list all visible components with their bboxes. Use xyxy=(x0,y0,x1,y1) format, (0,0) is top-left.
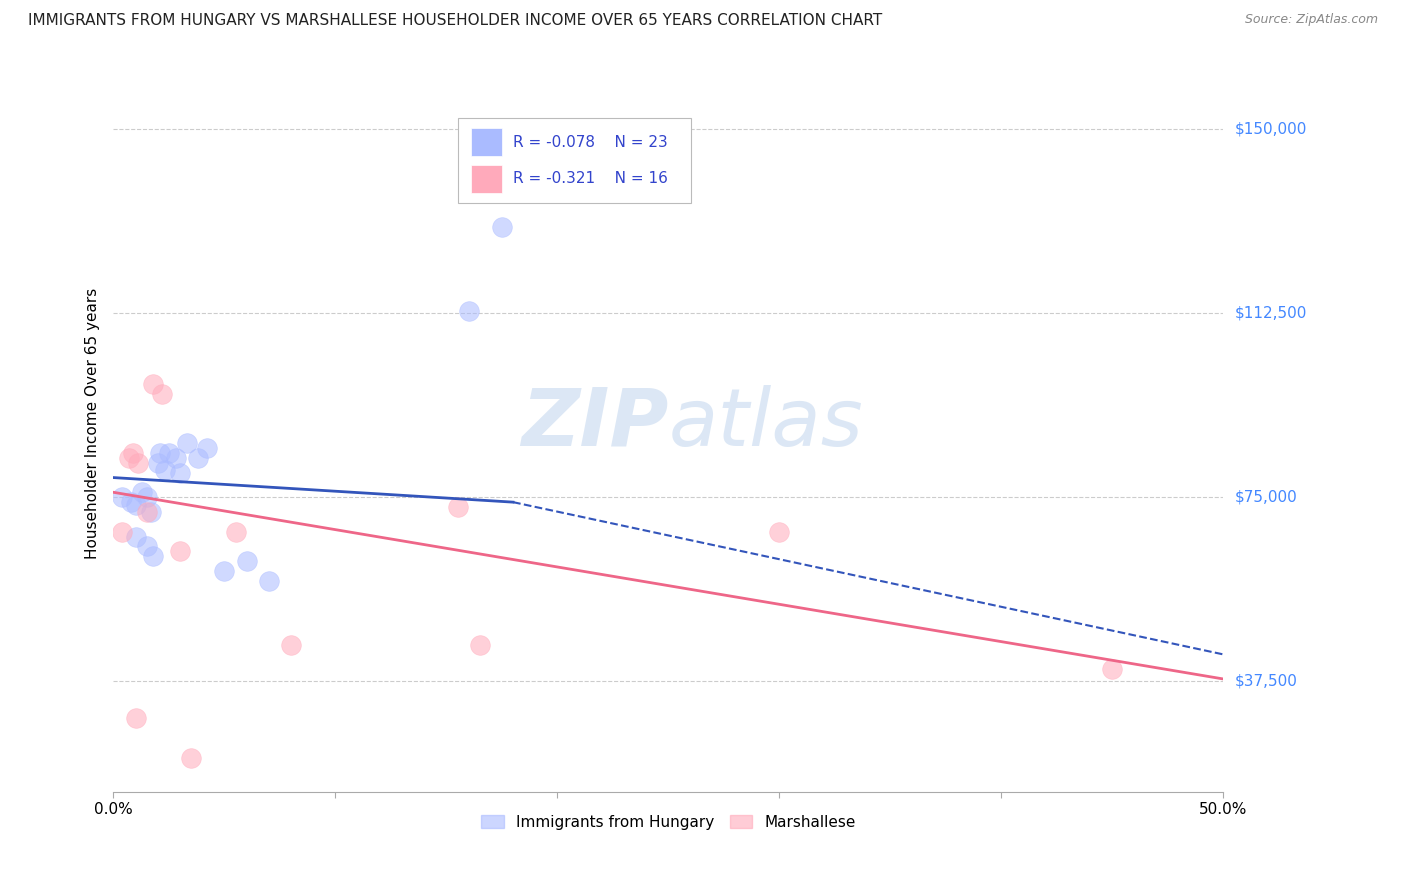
Point xyxy=(768,524,790,539)
Point xyxy=(235,554,257,568)
Point xyxy=(280,638,302,652)
Point xyxy=(153,463,176,477)
Point xyxy=(446,500,468,514)
Point xyxy=(118,450,141,465)
Point xyxy=(214,564,236,578)
FancyBboxPatch shape xyxy=(471,165,502,193)
Point xyxy=(135,490,157,504)
Text: $150,000: $150,000 xyxy=(1234,121,1306,136)
Point xyxy=(141,505,163,519)
Point xyxy=(165,450,187,465)
Point xyxy=(111,524,134,539)
Point xyxy=(225,524,247,539)
FancyBboxPatch shape xyxy=(471,128,502,156)
Point xyxy=(257,574,280,588)
Point xyxy=(125,498,148,512)
Point xyxy=(127,456,149,470)
Point xyxy=(135,505,157,519)
Point xyxy=(1101,662,1123,676)
Point xyxy=(146,456,169,470)
Point xyxy=(135,540,157,554)
Point xyxy=(180,750,202,764)
Text: atlas: atlas xyxy=(668,384,863,463)
Text: R = -0.078    N = 23: R = -0.078 N = 23 xyxy=(513,135,668,150)
Point xyxy=(150,387,173,401)
Point xyxy=(195,441,218,455)
Point xyxy=(125,711,148,725)
Text: IMMIGRANTS FROM HUNGARY VS MARSHALLESE HOUSEHOLDER INCOME OVER 65 YEARS CORRELAT: IMMIGRANTS FROM HUNGARY VS MARSHALLESE H… xyxy=(28,13,883,29)
Text: ZIP: ZIP xyxy=(522,384,668,463)
Point xyxy=(142,549,165,564)
Text: Source: ZipAtlas.com: Source: ZipAtlas.com xyxy=(1244,13,1378,27)
Point xyxy=(169,544,191,558)
Y-axis label: Householder Income Over 65 years: Householder Income Over 65 years xyxy=(86,288,100,559)
Point xyxy=(157,446,180,460)
Point xyxy=(131,485,153,500)
Text: R = -0.321    N = 16: R = -0.321 N = 16 xyxy=(513,171,668,186)
Point xyxy=(142,377,165,392)
Point xyxy=(111,490,134,504)
Point xyxy=(169,466,191,480)
Point xyxy=(120,495,142,509)
Text: $37,500: $37,500 xyxy=(1234,674,1298,689)
Text: $112,500: $112,500 xyxy=(1234,306,1306,320)
Point xyxy=(122,446,145,460)
Point xyxy=(125,529,148,543)
Point xyxy=(149,446,172,460)
Point xyxy=(491,220,513,235)
Point xyxy=(187,450,209,465)
Text: $75,000: $75,000 xyxy=(1234,490,1298,505)
Point xyxy=(468,638,491,652)
Point xyxy=(457,303,479,318)
FancyBboxPatch shape xyxy=(457,118,690,202)
Point xyxy=(176,436,198,450)
Legend: Immigrants from Hungary, Marshallese: Immigrants from Hungary, Marshallese xyxy=(475,809,862,836)
